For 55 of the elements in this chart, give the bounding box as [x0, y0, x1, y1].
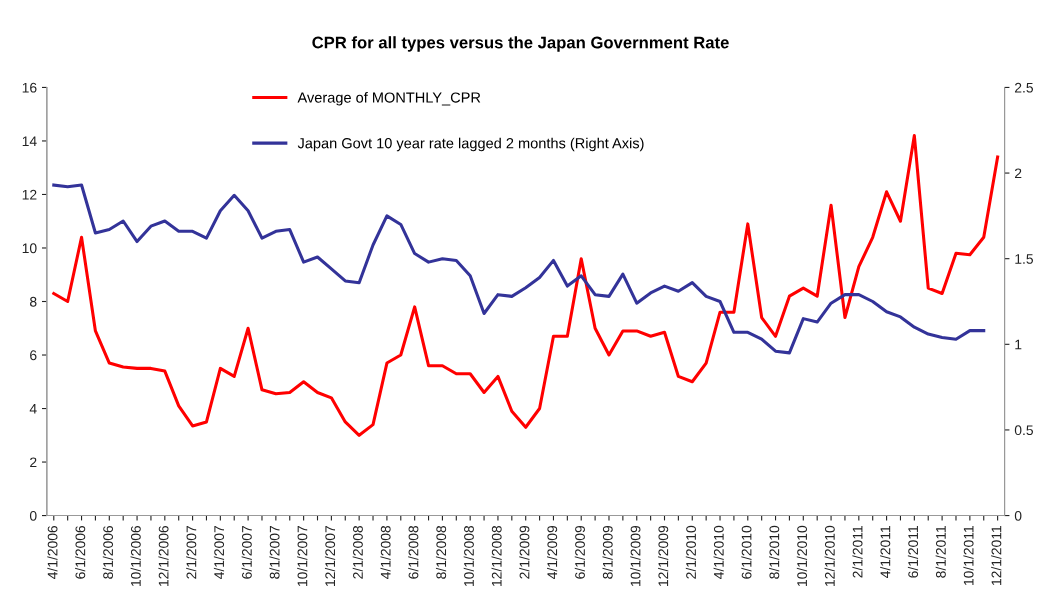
x-tick-label: 6/1/2009	[574, 525, 585, 579]
y2-tick-label: 0.5	[1014, 425, 1034, 436]
legend-label: Average of MONTHLY_CPR	[297, 92, 481, 106]
x-tick-label: 4/1/2006	[47, 525, 58, 580]
x-tick-label: 12/1/2011	[991, 525, 1002, 585]
y-tick-label: 16	[22, 82, 37, 93]
x-tick-label: 6/1/2006	[75, 525, 86, 579]
x-tick-label: 12/1/2007	[324, 525, 336, 587]
x-tick-label: 6/1/2007	[241, 525, 252, 579]
x-tick-label: 10/1/2010	[796, 525, 808, 587]
x-tick-label: 8/1/2011	[935, 525, 946, 578]
y2-tick-label: 1	[1015, 339, 1022, 350]
y2-tick-label: 1.5	[1015, 254, 1034, 264]
x-tick-label: 2/1/2007	[186, 525, 197, 579]
x-tick-label: 8/1/2009	[602, 525, 613, 579]
y-tick-label: 10	[22, 243, 37, 254]
y-tick-label: 0	[29, 510, 37, 521]
x-tick-label: 12/1/2009	[658, 525, 669, 587]
line-series	[52, 183, 986, 355]
y2-tick-label: 0	[1014, 510, 1022, 521]
x-tick-label: 6/1/2011	[907, 525, 919, 578]
legend-label: Japan Govt 10 year rate lagged 2 months (Right Axis)	[297, 137, 644, 152]
x-tick-label: 10/1/2008	[463, 525, 474, 587]
line-series	[52, 134, 1000, 437]
x-tick-label: 2/1/2009	[519, 525, 530, 579]
x-tick-label: 2/1/2011	[852, 525, 863, 578]
x-tick-label: 2/1/2010	[685, 525, 696, 579]
y-tick-label: 4	[29, 404, 37, 414]
x-tick-label: 10/1/2011	[963, 525, 974, 585]
x-tick-label: 8/1/2006	[102, 525, 114, 579]
x-tick-label: 10/1/2006	[130, 525, 141, 587]
x-tick-label: 12/1/2010	[824, 525, 835, 587]
x-tick-label: 2/1/2008	[352, 525, 363, 579]
y-tick-label: 8	[30, 296, 37, 307]
y-tick-label: 6	[30, 350, 37, 361]
x-tick-label: 4/1/2009	[546, 525, 558, 580]
x-tick-label: 8/1/2010	[769, 525, 780, 579]
x-tick-label: 8/1/2008	[435, 525, 447, 579]
x-tick-label: 6/1/2010	[741, 525, 752, 579]
x-tick-label: 12/1/2008	[491, 525, 502, 587]
x-tick-label: 8/1/2007	[269, 525, 280, 579]
x-tick-label: 4/1/2007	[213, 525, 225, 580]
x-tick-label: 4/1/2008	[380, 525, 391, 580]
x-tick-label: 10/1/2007	[297, 525, 308, 587]
x-tick-label: 4/1/2010	[713, 525, 724, 580]
y-tick-label: 14	[22, 136, 37, 146]
y2-tick-label: 2	[1014, 168, 1022, 179]
x-tick-label: 4/1/2011	[880, 525, 891, 578]
y-tick-label: 2	[30, 457, 37, 468]
x-tick-label: 6/1/2008	[408, 525, 419, 579]
y2-tick-label: 2.5	[1014, 82, 1034, 93]
y-tick-label: 12	[22, 189, 37, 200]
x-tick-label: 12/1/2006	[158, 525, 169, 587]
chart-title: CPR for all types versus the Japan Government Rate	[312, 36, 729, 52]
x-tick-label: 10/1/2009	[630, 525, 641, 587]
